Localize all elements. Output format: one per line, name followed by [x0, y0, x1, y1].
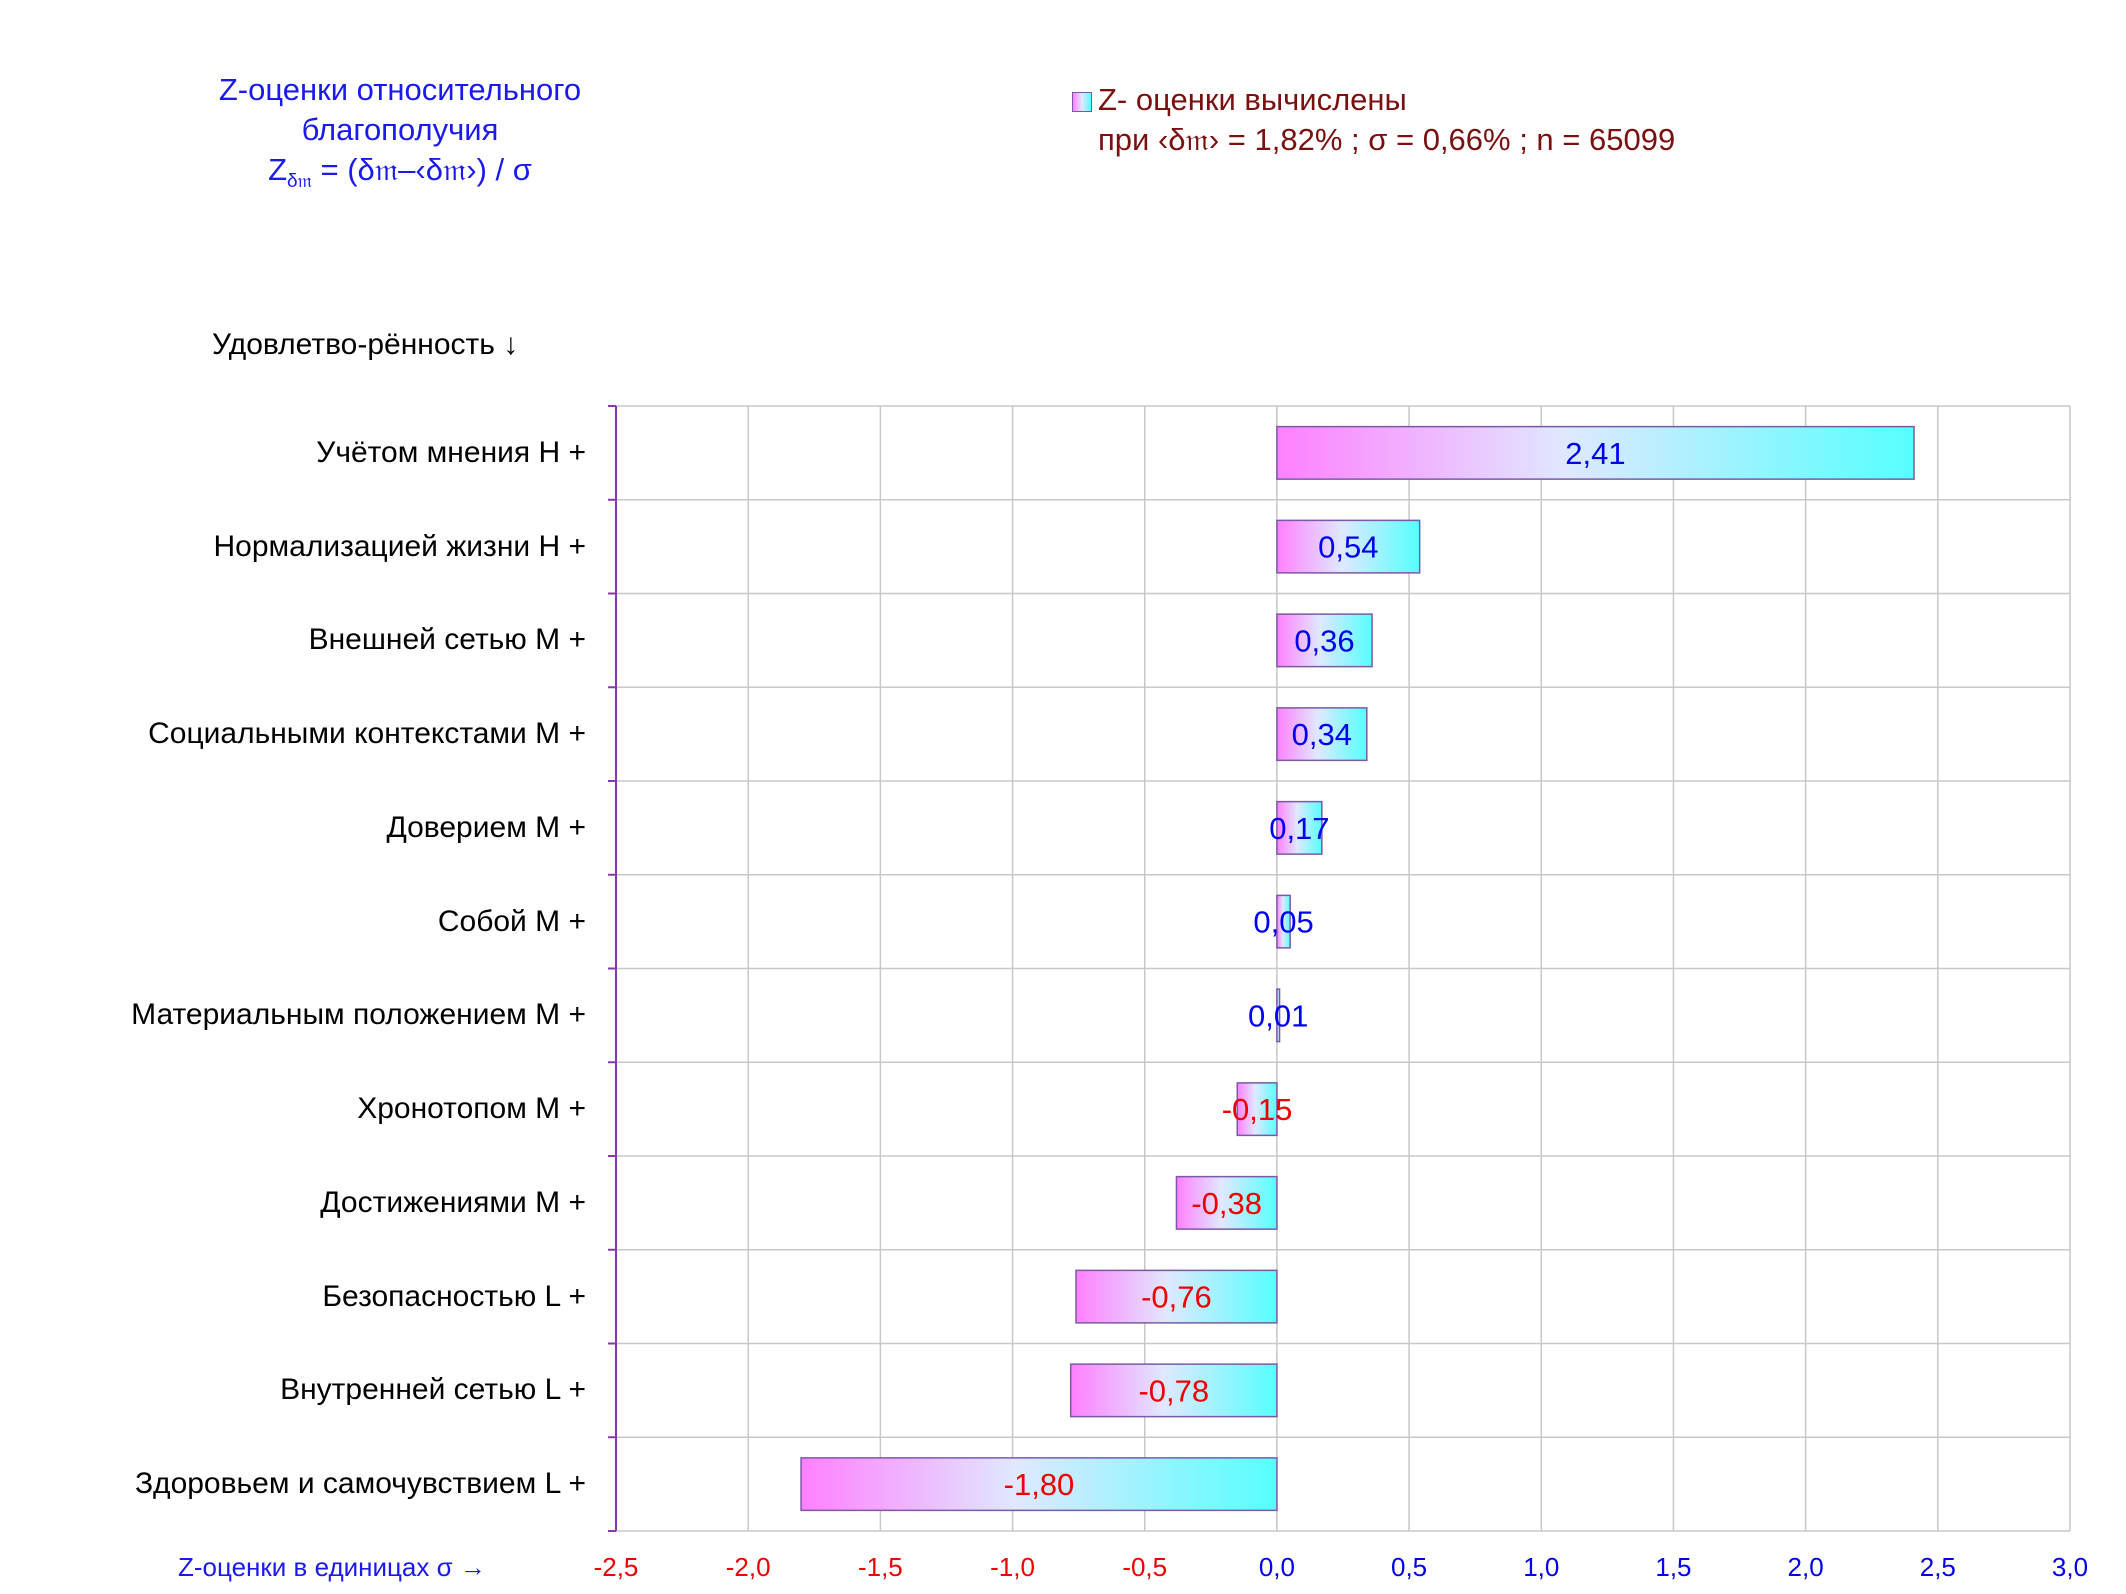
x-tick-label: 0,0 — [1258, 1552, 1295, 1582]
x-tick-label: 1,0 — [1523, 1552, 1560, 1582]
data-label: 0,54 — [1318, 530, 1378, 565]
bar — [1276, 707, 1368, 762]
data-label: 0,05 — [1253, 905, 1313, 940]
data-label: -0,15 — [1222, 1092, 1293, 1127]
x-tick-label: 0,5 — [1391, 1552, 1428, 1582]
legend-line-2: при ‹δ𝔪› = 1,82% ; σ = 0,66% ; n = 65099 — [1098, 122, 1676, 157]
category-label: Доверием М + — [386, 810, 586, 844]
bar — [1069, 1363, 1278, 1418]
formula-z: Z — [268, 152, 288, 187]
bar — [1276, 894, 1291, 949]
data-label: 0,17 — [1269, 811, 1329, 846]
category-label: Внешней сетью М + — [308, 623, 586, 657]
data-label: -1,80 — [1004, 1467, 1075, 1502]
data-label: -0,38 — [1191, 1186, 1262, 1221]
category-label: Материальным положением М + — [131, 998, 586, 1032]
bar — [1236, 1082, 1278, 1137]
category-label: Учётом мнения Н + — [316, 435, 586, 469]
category-label: Безопасностью L + — [322, 1279, 586, 1313]
x-axis-title: Z-оценки в единицах σ → — [178, 1552, 486, 1582]
x-tick-label: 1,5 — [1655, 1552, 1692, 1582]
bar — [1276, 425, 1915, 480]
formula-expression: = (δ𝔪–‹δ𝔪›) / σ — [311, 152, 532, 187]
category-label: Собой М + — [437, 904, 586, 938]
category-label: Хронотопом М + — [357, 1092, 586, 1126]
data-label: -0,76 — [1141, 1280, 1212, 1315]
x-tick-label: -2,5 — [593, 1552, 639, 1582]
bars — [800, 425, 1915, 1512]
legend-line-1: Z- оценки вычислены — [1098, 82, 1407, 117]
category-label: Внутренней сетью L + — [280, 1373, 586, 1407]
bar — [1276, 613, 1373, 668]
x-tick-label: -1,0 — [990, 1552, 1035, 1582]
bar — [1175, 1175, 1278, 1230]
x-tick-label: -2,0 — [725, 1552, 771, 1582]
data-label: 0,36 — [1294, 623, 1354, 658]
data-label: -0,78 — [1138, 1373, 1209, 1408]
x-tick-label: 3,0 — [2051, 1552, 2089, 1582]
data-labels: 2,41 0,54 0,36 0,34 0,17 0,05 0,01 -0,15 -0,38 -0… — [1004, 436, 1626, 1502]
category-label: Здоровьем и самочувствием L + — [134, 1467, 586, 1501]
x-tick-label: 2,0 — [1787, 1552, 1824, 1582]
legend-swatch — [1072, 92, 1092, 112]
bar — [1276, 519, 1421, 574]
bar — [800, 1457, 1278, 1512]
category-label: Достижениями М + — [320, 1185, 586, 1219]
data-label: 0,01 — [1248, 998, 1308, 1033]
x-tick-label: -1,5 — [857, 1552, 903, 1582]
bar — [1075, 1269, 1278, 1324]
category-label: Социальными контекстами М + — [148, 717, 586, 751]
bar — [1276, 800, 1323, 855]
data-label: 2,41 — [1565, 436, 1625, 471]
formula-z-subscript: δ𝔪 — [287, 171, 312, 193]
chart-title-line-2: благополучия — [301, 112, 499, 147]
x-tick-label: 2,5 — [1919, 1552, 1956, 1582]
y-axis-title: Удовлетво-рённость ↓ — [212, 328, 519, 361]
data-label: 0,34 — [1292, 717, 1352, 752]
category-label: Нормализацией жизни Н + — [213, 529, 586, 563]
x-tick-label: -0,5 — [1122, 1552, 1168, 1582]
bar — [1276, 988, 1281, 1043]
grid-lines — [608, 405, 2071, 1532]
chart-title-line-1: Z-оценки относительного — [218, 72, 582, 107]
chart-formula: Zδ𝔪 = (δ𝔪–‹δ𝔪›) / σ — [120, 150, 680, 202]
